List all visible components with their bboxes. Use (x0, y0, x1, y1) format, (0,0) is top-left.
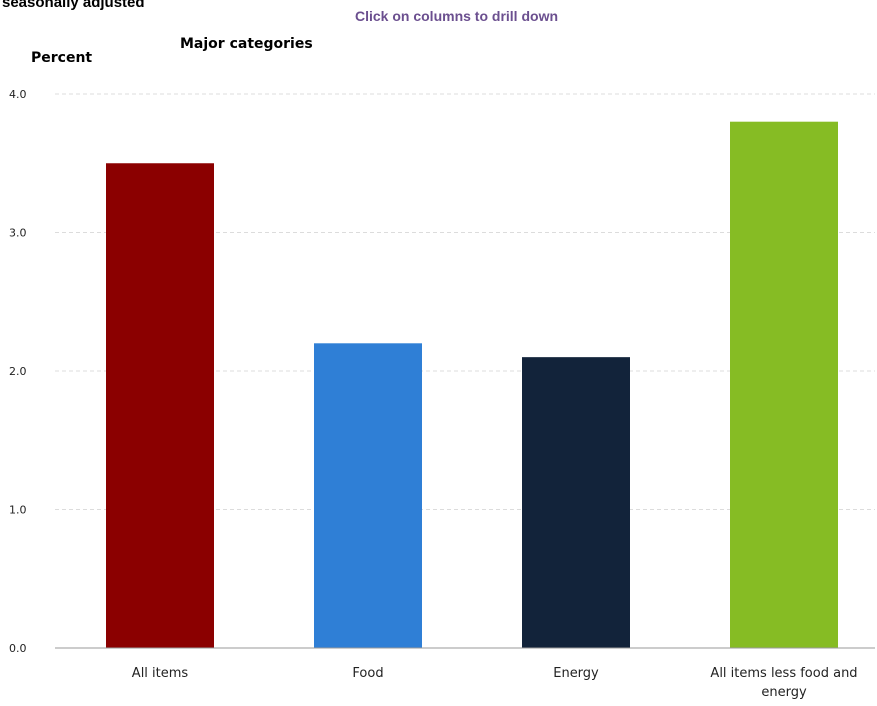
y-tick-label: 1.0 (9, 504, 27, 517)
x-category-label: Food (352, 666, 383, 681)
y-tick-label: 2.0 (9, 365, 27, 378)
bar-all-items[interactable] (106, 163, 214, 648)
bars (106, 121, 838, 648)
bar-food[interactable] (314, 343, 422, 648)
x-category-label: All items less food and energy (710, 666, 857, 700)
chart-subtitle: seasonally adjusted (2, 0, 145, 11)
y-tick-label: 3.0 (9, 227, 27, 240)
x-axis-heading: Major categories (180, 36, 313, 52)
y-axis-label: Percent (31, 50, 93, 66)
bar-all-items-less-food-and-energy[interactable] (730, 121, 838, 648)
drill-down-instruction[interactable]: Click on columns to drill down (355, 8, 559, 24)
x-axis-category-labels: All items Food Energy All items less food a… (132, 666, 858, 700)
y-tick-label: 0.0 (9, 642, 27, 655)
x-category-label: All items (132, 666, 189, 681)
bar-energy[interactable] (522, 357, 630, 648)
y-tick-label: 4.0 (9, 88, 27, 101)
y-axis-ticks: 0.0 1.0 2.0 3.0 4.0 (9, 88, 27, 655)
x-category-label: Energy (553, 666, 599, 681)
